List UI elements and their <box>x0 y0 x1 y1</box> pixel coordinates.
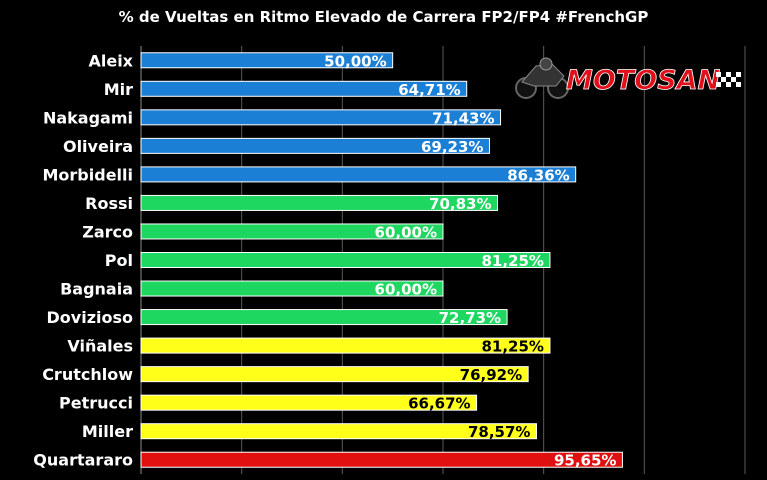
category-label: Zarco <box>82 222 133 241</box>
data-label: 50,00% <box>324 52 386 70</box>
category-label: Quartararo <box>33 451 133 470</box>
bar <box>140 309 508 326</box>
data-label: 86,36% <box>507 166 569 184</box>
motorcycle-icon <box>515 57 569 99</box>
category-label: Aleix <box>88 51 133 70</box>
category-label: Dovizioso <box>47 308 134 327</box>
data-label: 60,00% <box>375 281 437 299</box>
bar <box>140 137 490 154</box>
category-label: Rossi <box>85 194 133 213</box>
category-label: Oliveira <box>63 137 133 156</box>
bar <box>140 52 394 69</box>
bar <box>140 394 478 411</box>
category-label: Morbidelli <box>43 165 134 184</box>
data-label: 76,92% <box>460 366 522 384</box>
bar <box>140 451 623 468</box>
data-label: 64,71% <box>398 81 460 99</box>
data-label: 66,67% <box>408 395 470 413</box>
category-label: Miller <box>82 422 133 441</box>
data-label: 72,73% <box>439 309 501 327</box>
checkered-flag-icon <box>716 72 741 87</box>
data-label: 81,25% <box>481 338 543 356</box>
bar <box>140 366 529 383</box>
category-label: Nakagami <box>43 108 133 127</box>
bar <box>140 80 468 97</box>
data-label: 70,83% <box>429 195 491 213</box>
bar <box>140 252 551 268</box>
motosan-logo: MOTOSAN <box>515 57 741 99</box>
category-label: Mir <box>104 80 133 99</box>
category-label: Viñales <box>67 337 133 356</box>
data-label: 71,43% <box>432 109 494 127</box>
data-label: 81,25% <box>481 252 543 270</box>
chart-title: % de Vueltas en Ritmo Elevado de Carrera… <box>118 8 649 26</box>
data-label: 60,00% <box>375 223 437 241</box>
bar <box>140 337 551 354</box>
data-label: 95,65% <box>554 452 616 470</box>
category-label: Crutchlow <box>42 365 133 384</box>
bar <box>140 109 502 126</box>
data-label: 78,57% <box>468 423 530 441</box>
bar <box>140 223 444 240</box>
data-label: 69,23% <box>421 138 483 156</box>
category-label: Pol <box>105 251 133 270</box>
bar <box>140 280 444 297</box>
bar <box>140 194 499 211</box>
category-label: Bagnaia <box>60 280 133 299</box>
category-label: Petrucci <box>59 394 133 413</box>
logo-text: MOTOSAN <box>566 65 721 96</box>
bar <box>140 166 577 183</box>
bar <box>140 423 537 440</box>
